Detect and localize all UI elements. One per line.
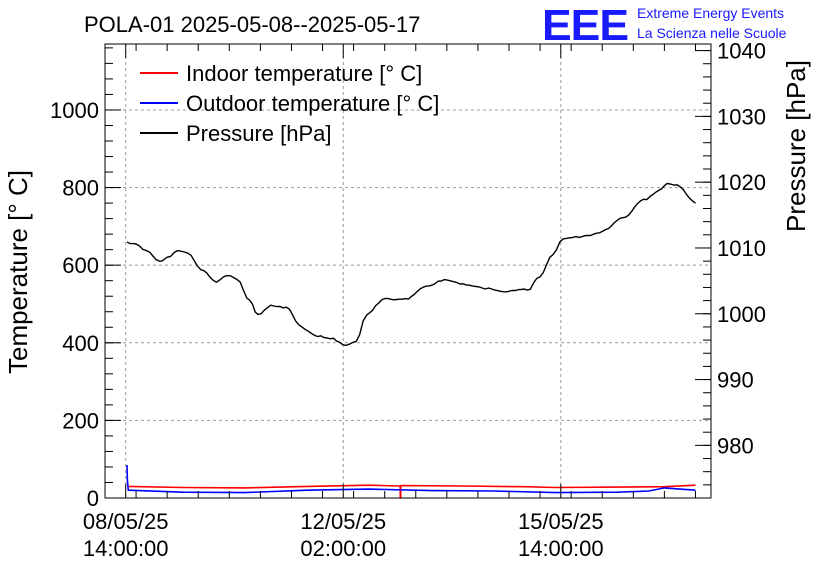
series-line-pressure bbox=[126, 182, 696, 347]
x-tick-label-date: 15/05/25 bbox=[518, 509, 604, 534]
y2-axis-title: Pressure [hPa] bbox=[781, 60, 811, 232]
y2-tick-label: 1020 bbox=[717, 170, 766, 195]
eee-logo-line1: Extreme Energy Events bbox=[637, 5, 784, 21]
y-tick-label: 800 bbox=[62, 176, 99, 201]
y2-tick-label: 980 bbox=[717, 433, 754, 458]
grid bbox=[105, 44, 711, 499]
legend-label-pressure: Pressure [hPa] bbox=[186, 121, 332, 146]
series-line-outdoor bbox=[126, 464, 696, 494]
eee-logo: EEE Extreme Energy Events La Scienza nel… bbox=[542, 1, 787, 50]
y2-tick-label: 1000 bbox=[717, 302, 766, 327]
y-tick-label: 600 bbox=[62, 253, 99, 278]
y-tick-label: 200 bbox=[62, 408, 99, 433]
legend: Indoor temperature [° C] Outdoor temperat… bbox=[140, 61, 439, 146]
axes: 08/05/2514:00:0012/05/2502:00:0015/05/25… bbox=[50, 39, 766, 561]
series-layer bbox=[126, 182, 696, 499]
chart-title: POLA-01 2025-05-08--2025-05-17 bbox=[84, 12, 420, 37]
x-tick-label-time: 14:00:00 bbox=[83, 536, 169, 561]
x-tick-label-date: 12/05/25 bbox=[300, 509, 386, 534]
y2-tick-label: 990 bbox=[717, 368, 754, 393]
y-tick-label: 0 bbox=[87, 486, 99, 511]
legend-label-indoor: Indoor temperature [° C] bbox=[186, 61, 422, 86]
y-tick-label: 400 bbox=[62, 331, 99, 356]
legend-label-outdoor: Outdoor temperature [° C] bbox=[186, 91, 439, 116]
x-tick-label-date: 08/05/25 bbox=[83, 509, 169, 534]
y2-tick-label: 1010 bbox=[717, 236, 766, 261]
eee-logo-line2: La Scienza nelle Scuole bbox=[637, 25, 787, 41]
eee-logo-mark: EEE bbox=[542, 1, 628, 50]
x-tick-label-time: 02:00:00 bbox=[300, 536, 386, 561]
y-axis-title: Temperature [° C] bbox=[3, 170, 33, 374]
y2-tick-label: 1040 bbox=[717, 39, 766, 64]
x-tick-label-time: 14:00:00 bbox=[518, 536, 604, 561]
y2-tick-label: 1030 bbox=[717, 104, 766, 129]
y-tick-label: 1000 bbox=[50, 98, 99, 123]
